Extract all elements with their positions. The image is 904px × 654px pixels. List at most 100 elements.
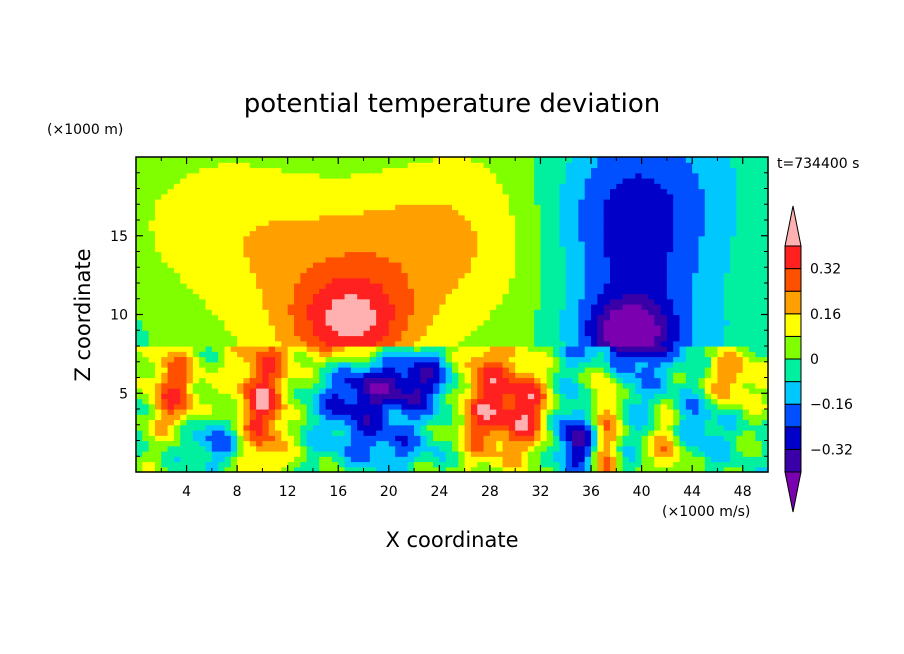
heatmap-cell — [154, 167, 162, 174]
heatmap-cell — [294, 445, 301, 452]
heatmap-cell — [534, 398, 542, 405]
heatmap-cell — [452, 193, 459, 200]
heatmap-cell — [641, 346, 649, 352]
heatmap-cell — [407, 382, 415, 389]
heatmap-cell — [186, 335, 194, 342]
heatmap-cell — [420, 214, 428, 221]
heatmap-cell — [376, 361, 384, 368]
heatmap-cell — [357, 325, 365, 331]
heatmap-cell — [521, 262, 529, 268]
heatmap-cell — [376, 351, 384, 358]
heatmap-cell — [186, 272, 194, 279]
heatmap-cell — [521, 351, 529, 358]
heatmap-cell — [546, 256, 554, 263]
heatmap-cell — [331, 277, 339, 284]
heatmap-cell — [230, 235, 238, 242]
heatmap-cell — [477, 435, 485, 442]
heatmap-cell — [647, 367, 655, 373]
heatmap-cell — [319, 319, 327, 326]
heatmap-cell — [647, 267, 655, 274]
heatmap-cell — [376, 304, 384, 310]
heatmap-cell — [628, 178, 636, 184]
heatmap-cell — [319, 314, 327, 321]
heatmap-cell — [635, 351, 643, 358]
heatmap-cell — [154, 277, 162, 284]
heatmap-cell — [344, 288, 352, 295]
heatmap-cell — [584, 272, 592, 279]
heatmap-cell — [559, 424, 567, 431]
heatmap-cell — [180, 309, 188, 316]
heatmap-cell — [363, 330, 371, 337]
heatmap-cell — [433, 199, 440, 205]
heatmap-cell — [382, 288, 390, 295]
heatmap-cell — [603, 256, 611, 263]
heatmap-cell — [477, 178, 485, 184]
heatmap-cell — [584, 204, 592, 211]
heatmap-cell — [489, 230, 497, 237]
heatmap-cell — [622, 445, 630, 452]
heatmap-cell — [319, 235, 327, 242]
heatmap-cell — [338, 424, 346, 431]
heatmap-cell — [401, 398, 409, 405]
heatmap-cell — [660, 440, 668, 447]
heatmap-cell — [654, 193, 662, 200]
heatmap-cell — [521, 209, 529, 216]
heatmap-cell — [401, 325, 409, 331]
heatmap-cell — [287, 172, 295, 179]
heatmap-cell — [578, 167, 586, 174]
heatmap-cell — [192, 304, 200, 310]
heatmap-cell — [300, 246, 308, 253]
heatmap-cell — [218, 157, 226, 163]
heatmap-cell — [199, 183, 207, 190]
heatmap-cell — [382, 319, 390, 326]
heatmap-cell — [243, 209, 251, 216]
heatmap-cell — [167, 340, 175, 347]
heatmap-cell — [464, 162, 472, 169]
heatmap-cell — [275, 424, 282, 431]
heatmap-cell — [534, 325, 542, 331]
heatmap-cell — [534, 178, 542, 184]
heatmap-cell — [281, 277, 289, 284]
heatmap-cell — [578, 445, 586, 452]
heatmap-cell — [136, 304, 143, 310]
heatmap-cell — [268, 319, 276, 326]
heatmap-cell — [628, 157, 636, 163]
heatmap-cell — [148, 288, 156, 295]
heatmap-cell — [142, 325, 150, 331]
heatmap-cell — [294, 162, 301, 169]
heatmap-cell — [205, 388, 213, 394]
heatmap-cell — [572, 409, 579, 415]
heatmap-cell — [154, 209, 162, 216]
heatmap-cell — [142, 398, 150, 405]
heatmap-cell — [610, 456, 617, 463]
heatmap-cell — [470, 304, 478, 310]
heatmap-cell — [534, 298, 542, 305]
heatmap-cell — [281, 183, 289, 190]
heatmap-cell — [306, 451, 314, 457]
heatmap-cell — [635, 283, 643, 289]
heatmap-cell — [388, 209, 396, 216]
heatmap-cell — [426, 388, 434, 394]
heatmap-cell — [192, 277, 200, 284]
heatmap-cell — [464, 367, 472, 373]
heatmap-cell — [395, 183, 403, 190]
heatmap-cell — [262, 319, 270, 326]
heatmap-cell — [306, 335, 314, 342]
heatmap-cell — [433, 419, 440, 426]
heatmap-cell — [578, 372, 586, 379]
heatmap-cell — [281, 361, 289, 368]
heatmap-cell — [154, 356, 162, 363]
heatmap-cell — [458, 351, 466, 358]
heatmap-cell — [641, 246, 649, 253]
heatmap-cell — [496, 424, 504, 431]
heatmap-cell — [628, 335, 636, 342]
heatmap-cell — [565, 214, 573, 221]
heatmap-cell — [489, 283, 497, 289]
heatmap-cell — [610, 382, 617, 389]
heatmap-cell — [470, 409, 478, 415]
heatmap-cell — [616, 435, 624, 442]
heatmap-cell — [306, 314, 314, 321]
heatmap-cell — [407, 461, 415, 468]
heatmap-cell — [357, 188, 365, 195]
